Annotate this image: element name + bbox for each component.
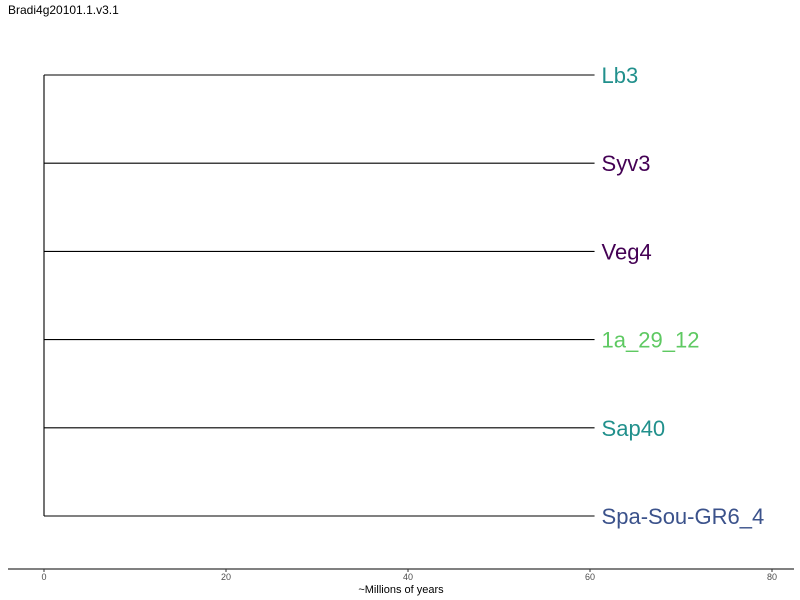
x-tick-label: 40 bbox=[403, 572, 413, 582]
x-tick-label: 20 bbox=[221, 572, 231, 582]
x-tick-label: 0 bbox=[41, 572, 46, 582]
tip-label: Sap40 bbox=[602, 416, 666, 441]
x-axis: 0 20 40 60 80 bbox=[8, 568, 794, 582]
tip-label: 1a_29_12 bbox=[602, 328, 700, 353]
x-axis-title: ~Millions of years bbox=[358, 584, 444, 596]
tip-label: Syv3 bbox=[602, 151, 651, 176]
x-tick-label: 60 bbox=[585, 572, 595, 582]
x-tick-label: 80 bbox=[767, 572, 777, 582]
tip-label: Spa-Sou-GR6_4 bbox=[602, 504, 765, 529]
figure-title: Bradi4g20101.1.v3.1 bbox=[8, 3, 119, 17]
phylogenetic-tree: Lb3 Syv3 Veg4 1a_29_12 Sap40 Spa-Sou-GR6_4 bbox=[43, 63, 765, 529]
tip-label: Veg4 bbox=[602, 239, 652, 264]
tip-label: Lb3 bbox=[602, 63, 639, 88]
